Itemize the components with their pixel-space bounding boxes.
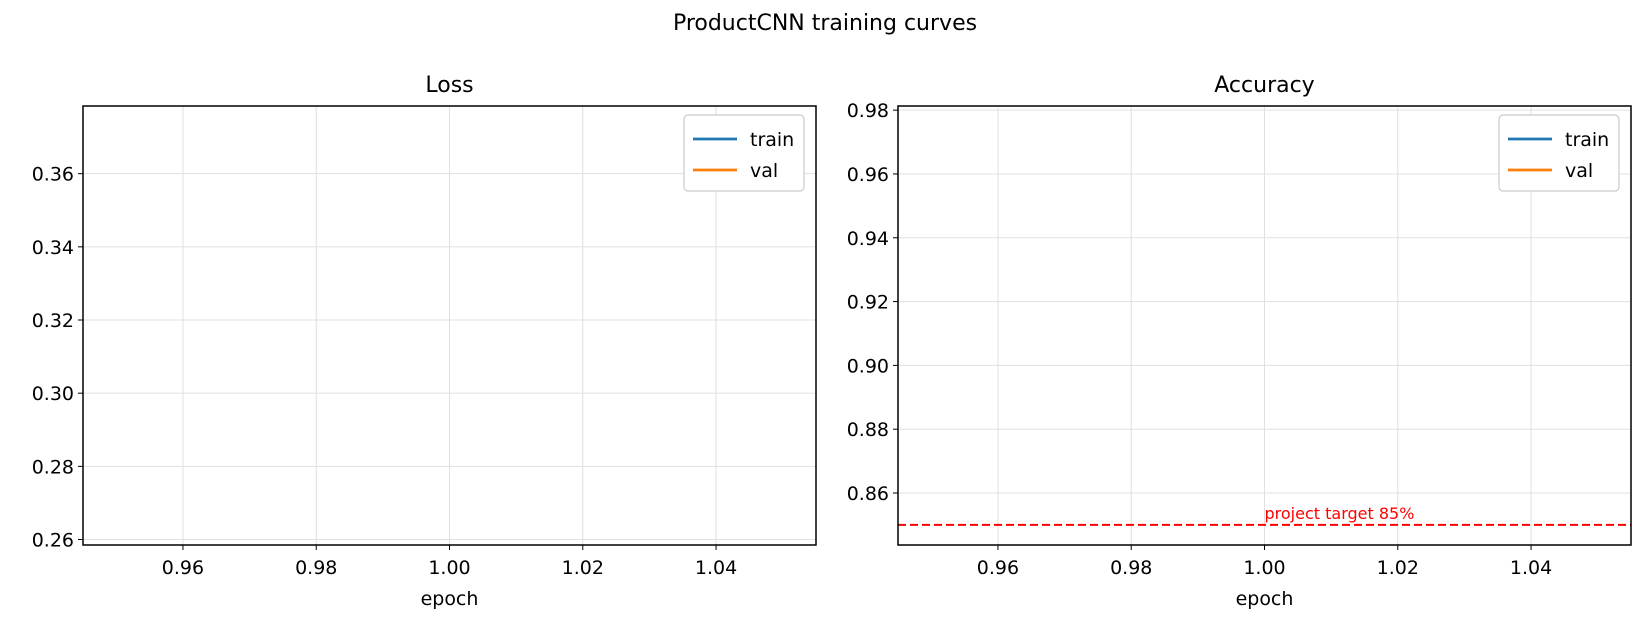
legend-box [1498, 114, 1620, 192]
target-reference-label: project target 85% [1265, 504, 1415, 523]
x-tick-label: 1.00 [1243, 557, 1285, 579]
y-tick-label: 0.34 [32, 237, 74, 259]
legend: train val [1498, 114, 1620, 192]
x-tick-label: 1.04 [695, 557, 737, 579]
y-tick-label: 0.88 [847, 419, 889, 441]
y-tick-label: 0.86 [847, 483, 889, 505]
axes-frame [82, 105, 817, 546]
loss-chart-panel: Loss 0.96 0.98 1.00 1.02 1.04 0.26 0.28 0.30 0.32… [32, 73, 817, 610]
chart-title: Loss [425, 73, 473, 98]
y-tick-label: 0.94 [847, 228, 889, 250]
y-tick-label: 0.98 [847, 100, 889, 122]
legend-val-label: val [1565, 160, 1593, 182]
x-axis-label: epoch [421, 588, 479, 610]
legend-train-label: train [1565, 129, 1609, 151]
legend-val-label: val [750, 160, 778, 182]
x-tick-label: 0.96 [977, 557, 1019, 579]
x-axis-label: epoch [1236, 588, 1294, 610]
legend-box [683, 114, 805, 192]
accuracy-chart-panel: Accuracy 0.96 0.98 1.00 1.02 1.04 0.86 0.88 0.90… [847, 73, 1632, 610]
chart-title: Accuracy [1214, 73, 1314, 98]
x-tick-label: 1.04 [1510, 557, 1552, 579]
x-tick-label: 1.02 [562, 557, 604, 579]
x-tick-label: 0.98 [295, 557, 337, 579]
legend-train-label: train [750, 129, 794, 151]
axes-frame [897, 105, 1632, 546]
y-tick-label: 0.92 [847, 292, 889, 314]
y-tick-label: 0.26 [32, 530, 74, 552]
figure-title: ProductCNN training curves [673, 11, 977, 36]
x-tick-label: 1.00 [428, 557, 470, 579]
y-tick-label: 0.36 [32, 164, 74, 186]
x-tick-label: 0.98 [1110, 557, 1152, 579]
x-tick-label: 1.02 [1377, 557, 1419, 579]
y-tick-label: 0.96 [847, 164, 889, 186]
y-tick-label: 0.90 [847, 355, 889, 377]
y-tick-label: 0.32 [32, 310, 74, 332]
y-tick-label: 0.30 [32, 383, 74, 405]
x-tick-label: 0.96 [162, 557, 204, 579]
y-tick-label: 0.28 [32, 456, 74, 478]
legend: train val [683, 114, 805, 192]
